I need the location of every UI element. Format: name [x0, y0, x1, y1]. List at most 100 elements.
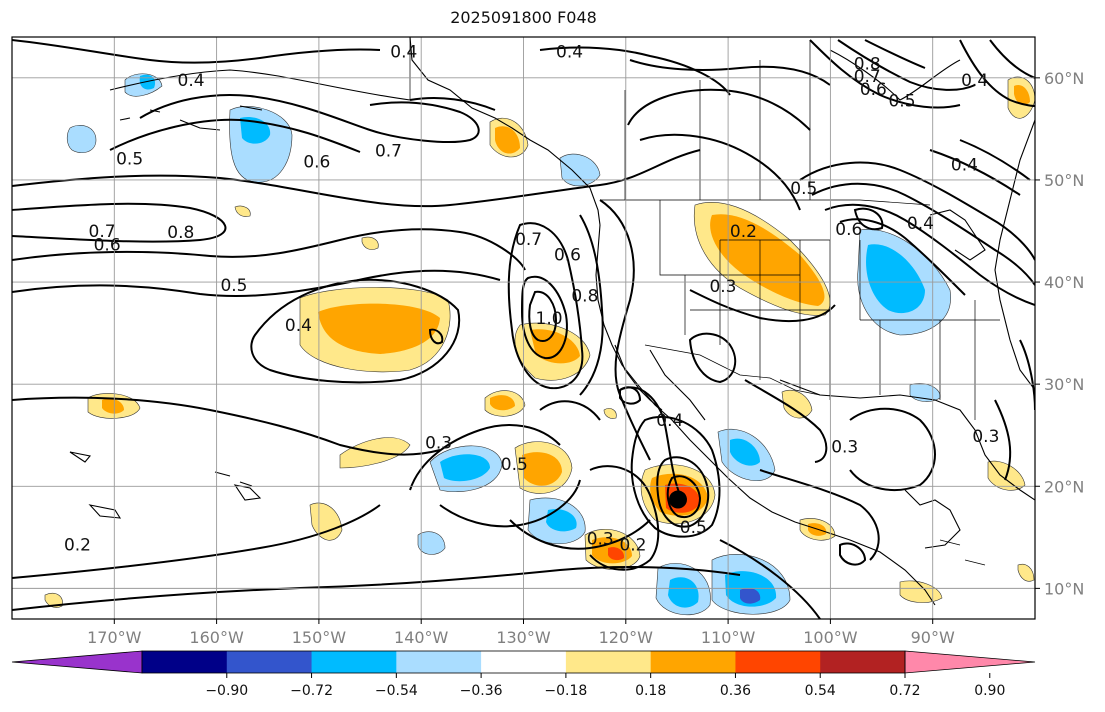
contour-label: 0.4 [951, 156, 978, 176]
aleutian-islands [119, 105, 263, 131]
contour-label: 0.7 [515, 230, 542, 250]
contour-label: 0.2 [619, 535, 646, 555]
contour-label: 0.2 [64, 535, 91, 555]
lat-tick-label: 20°N [1044, 477, 1084, 496]
province-lines [624, 40, 811, 200]
lon-tick-label: 140°W [394, 628, 449, 647]
colorbar-tick-label: 0.54 [805, 683, 836, 699]
contour-label: 0.2 [730, 222, 757, 242]
us-mexico-border [644, 344, 821, 396]
contour-label: 0.4 [961, 71, 988, 91]
longitude-tick-labels: 170°W 160°W 150°W 140°W 130°W 120°W 110°W 100°W… [87, 619, 955, 647]
colorbar-segment-6 [650, 651, 736, 673]
colorbar-tick-label: 0.36 [720, 683, 751, 699]
contour-label: 0.6 [860, 80, 887, 100]
contour-label: 0.3 [587, 529, 614, 549]
contour-label: 0.5 [116, 150, 143, 170]
alaska-coast [409, 37, 601, 226]
contour-label: 0.5 [220, 276, 247, 296]
colorbar-tick-label: 0.90 [974, 683, 1005, 699]
lon-tick-label: 170°W [87, 628, 142, 647]
contour-label: 0.7 [375, 141, 402, 161]
contour-label: 0.3 [425, 433, 452, 453]
storm-marker-layer [668, 490, 687, 509]
contour-label: 0.6 [835, 220, 862, 240]
lat-tick-label: 50°N [1044, 171, 1084, 190]
pacific-nw-coast [595, 224, 936, 606]
coastlines [69, 37, 1035, 606]
contour-label: 0.3 [709, 277, 736, 297]
colorbar-segment-2 [311, 651, 397, 673]
lon-tick-label: 150°W [292, 628, 347, 647]
contour-label: 0.3 [972, 427, 999, 447]
contour-label: 1.0 [536, 309, 563, 329]
contour-label: 0.4 [556, 42, 583, 62]
lon-tick-label: 90°W [911, 628, 955, 647]
lat-tick-label: 10°N [1044, 579, 1084, 598]
political-boundaries [409, 37, 1000, 566]
lat-tick-label: 40°N [1044, 273, 1084, 292]
hudson-bay [829, 49, 961, 101]
colorbar-tick-label: 0.72 [889, 683, 920, 699]
map-title: 2025091800 F048 [450, 8, 597, 27]
contour-lines [12, 39, 1035, 619]
lon-tick-label: 120°W [599, 628, 654, 647]
contour-label: 0.5 [501, 455, 528, 475]
colorbar-tick-label: −0.36 [460, 683, 503, 699]
colorbar-segment-7 [735, 651, 821, 673]
deep-negative-anomaly-cores [740, 588, 761, 604]
colorbar-segment-4 [481, 651, 567, 673]
moderate-positive-anomaly-cores [102, 84, 1030, 564]
colorbar-tick-label: −0.54 [375, 683, 418, 699]
colorbar-tick-label: −0.18 [544, 683, 587, 699]
colorbar-tick-label: 0.18 [635, 683, 666, 699]
pacific-islands [69, 451, 262, 519]
contour-label: 0.7 [89, 222, 116, 242]
atlantic-coast [994, 119, 1035, 391]
contour-label: 0.3 [831, 437, 858, 457]
colorbar-extend-high [904, 650, 1036, 674]
great-lakes [929, 209, 986, 261]
gulf-coast [779, 379, 1035, 501]
gulf-of-california [649, 349, 706, 421]
hawaii-chain [214, 471, 253, 487]
contour-label: 0.8 [167, 223, 194, 243]
contour-label: 0.4 [907, 214, 934, 234]
colorbar-segment-5 [565, 651, 652, 673]
colorbar-segment-3 [396, 651, 482, 673]
colorbar-tick-label: −0.90 [205, 683, 248, 699]
lon-tick-label: 110°W [701, 628, 756, 647]
contour-label: 0.4 [390, 42, 417, 62]
colorbar-extend-low [11, 650, 143, 674]
contour-label: 0.4 [285, 316, 312, 336]
contour-label: 0.8 [571, 286, 598, 306]
yucatan [904, 489, 961, 549]
lon-tick-label: 100°W [803, 628, 858, 647]
contour-label: 0.6 [554, 245, 581, 265]
contour-label: 0.4 [656, 411, 683, 431]
colorbar-segment-1 [226, 651, 313, 673]
colorbar-segment-0 [142, 651, 228, 673]
contour-label: 0.5 [790, 179, 817, 199]
lon-tick-label: 130°W [496, 628, 551, 647]
contour-label: 0.5 [888, 91, 915, 111]
latitude-tick-labels: 60°N 50°N 40°N 30°N 20°N 10°N [1035, 69, 1084, 598]
contour-label: 0.4 [178, 71, 205, 91]
lat-tick-label: 60°N [1044, 69, 1084, 88]
contour-label: 0.6 [303, 153, 330, 173]
contour-label: 0.7 [854, 67, 881, 87]
contour-labels: 0.40.4 0.40.70.60.50.70.60.80.50.40.70.60… [64, 42, 999, 555]
contour-label: 0.6 [94, 235, 121, 255]
contour-label: 0.5 [680, 518, 707, 538]
colorbar-tick-label: −0.72 [290, 683, 333, 699]
storm-center-marker[interactable] [668, 490, 687, 509]
colorbar: −0.90 −0.72 −0.54 −0.36 −0.18 0.18 0.36 0.54 0.7… [11, 650, 1036, 699]
colorbar-segment-8 [820, 651, 906, 673]
colorbar-frame [141, 650, 906, 674]
lat-tick-label: 30°N [1044, 375, 1084, 394]
map-gridlines [12, 37, 1035, 619]
central-america-lines [939, 539, 986, 566]
contour-label: 0.8 [854, 55, 881, 75]
lon-tick-label: 160°W [189, 628, 244, 647]
